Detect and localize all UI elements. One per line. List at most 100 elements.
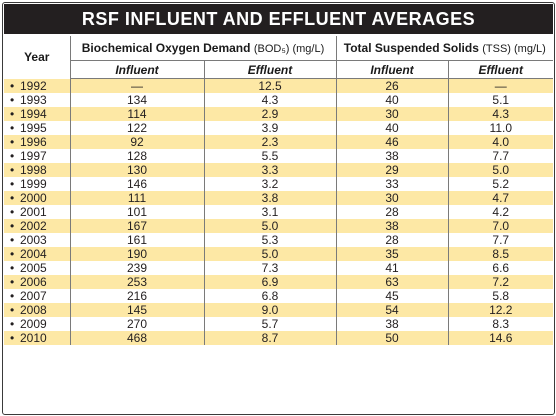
table-row: • 2010 468 8.7 50 14.6: [4, 331, 554, 345]
table-row: • 2008 145 9.0 54 12.2: [4, 303, 554, 317]
year-value: 2009: [20, 317, 47, 331]
year-cell: • 2007: [4, 289, 71, 303]
bod-effluent-cell: 5.5: [204, 149, 337, 163]
bod-influent-cell: 190: [70, 247, 205, 261]
table-row: • 1995 122 3.9 40 11.0: [4, 121, 553, 135]
bullet-icon: •: [10, 107, 15, 121]
bod-influent-cell: 161: [70, 233, 205, 247]
tss-influent-cell: 33: [336, 177, 449, 191]
year-cell: • 1992: [4, 78, 71, 93]
tss-influent-cell: 38: [336, 149, 449, 163]
table-row: • 2003 161 5.3 28 7.7: [4, 233, 553, 247]
tss-influent-cell: 38: [336, 219, 449, 233]
bod-influent-cell: 216: [70, 289, 205, 303]
year-header: Year: [4, 36, 71, 79]
bullet-icon: •: [10, 205, 15, 219]
tss-effluent-cell: 5.0: [448, 163, 554, 177]
tss-effluent-cell: 7.7: [492, 149, 510, 163]
bod-effluent-cell: 9.0: [204, 303, 337, 317]
year-value: 2001: [20, 205, 47, 219]
table-row: • 1994 114 2.9 30 4.3: [4, 107, 554, 121]
year-value: 1996: [20, 135, 47, 149]
bod-effluent-cell: 3.2: [204, 177, 337, 191]
bod-influent-cell: 145: [70, 303, 205, 317]
tss-influent-cell: 46: [336, 135, 449, 149]
bod-header-label: Biochemical Oxygen Demand: [81, 41, 251, 55]
tss-effluent-cell: 7.2: [448, 275, 554, 289]
bullet-icon: •: [10, 135, 15, 149]
table-row: • 2001 101 3.1 28 4.2: [4, 205, 553, 219]
tss-effluent-cell: 4.3: [448, 107, 554, 121]
bod-effluent-cell: 2.3: [204, 135, 337, 149]
bullet-icon: •: [10, 163, 15, 177]
bod-effluent-header: Effluent: [204, 60, 337, 79]
bullet-icon: •: [10, 93, 15, 107]
bullet-icon: •: [10, 303, 15, 317]
year-cell: • 1996: [4, 135, 71, 149]
table-row: • 2002 167 5.0 38 7.0: [4, 219, 554, 233]
tss-effluent-cell: 5.8: [492, 289, 510, 303]
table-body: • 1992—12.5 26— • 1993 134 4.3 40 5.1 • 1994 114 2.9…: [4, 78, 554, 345]
bod-influent-cell: 134: [70, 93, 205, 107]
bullet-icon: •: [10, 317, 15, 331]
tss-header: Total Suspended Solids (TSS) (mg/L): [336, 36, 554, 61]
tss-influent-cell: 38: [336, 317, 449, 331]
year-cell: • 1997: [4, 149, 71, 163]
table-row: • 1992—12.5 26—: [4, 78, 554, 93]
year-cell: • 1994: [4, 107, 71, 121]
tss-influent-cell: 28: [336, 233, 449, 247]
tss-effluent-cell: 7.7: [492, 233, 510, 247]
bod-effluent-cell: 12.5: [204, 78, 337, 93]
tss-influent-cell: 54: [336, 303, 449, 317]
year-value: 2006: [20, 275, 47, 289]
bod-effluent-cell: 5.0: [204, 219, 337, 233]
table-row: • 1993 134 4.3 40 5.1: [4, 93, 553, 107]
tss-influent-cell: 40: [336, 93, 449, 107]
year-value: 1999: [20, 177, 47, 191]
tss-influent-cell: 30: [336, 107, 449, 121]
bod-effluent-cell: 3.3: [204, 163, 337, 177]
year-value: 1997: [20, 149, 47, 163]
bod-influent-cell: 114: [70, 107, 205, 121]
tss-effluent-cell: 14.6: [448, 331, 554, 345]
year-cell: • 1995: [4, 121, 71, 135]
year-cell: • 2004: [4, 247, 71, 261]
tss-influent-cell: 28: [336, 205, 449, 219]
year-value: 2008: [20, 303, 47, 317]
year-cell: • 2003: [4, 233, 71, 247]
table-row: • 1997 128 5.5 38 7.7: [4, 149, 553, 163]
year-value: 2000: [20, 191, 47, 205]
tss-effluent-cell: 8.3: [492, 317, 510, 331]
bod-influent-cell: 253: [70, 275, 205, 289]
year-cell: • 2010: [4, 331, 71, 345]
tss-effluent-cell: 4.7: [448, 191, 554, 205]
year-cell: • 2009: [4, 317, 71, 331]
year-cell: • 2001: [4, 205, 71, 219]
year-cell: • 2000: [4, 191, 71, 205]
bod-effluent-cell: 3.8: [204, 191, 337, 205]
bullet-icon: •: [10, 331, 15, 345]
bod-effluent-cell: 3.9: [204, 121, 337, 135]
year-value: 1994: [20, 107, 47, 121]
tss-influent-cell: 41: [336, 261, 449, 275]
tss-header-unit: (TSS) (mg/L): [482, 43, 546, 55]
year-cell: • 1993: [4, 93, 71, 107]
bod-effluent-cell: 7.3: [204, 261, 337, 275]
tss-effluent-cell: 4.2: [492, 205, 510, 219]
tss-effluent-cell: 4.0: [448, 135, 554, 149]
bod-effluent-cell: 6.9: [204, 275, 337, 289]
year-value: 1993: [20, 93, 47, 107]
bullet-icon: •: [10, 261, 15, 275]
year-value: 2010: [20, 331, 47, 345]
bod-effluent-cell: 5.3: [204, 233, 337, 247]
tss-influent-header: Influent: [336, 60, 449, 79]
year-value: 2007: [20, 289, 47, 303]
table-row: • 2005 239 7.3 41 6.6: [4, 261, 553, 275]
year-cell: • 2008: [4, 303, 71, 317]
year-value: 2004: [20, 247, 47, 261]
bod-influent-cell: 468: [70, 331, 205, 345]
bullet-icon: •: [10, 289, 15, 303]
bullet-icon: •: [10, 219, 15, 233]
bullet-icon: •: [10, 233, 15, 247]
